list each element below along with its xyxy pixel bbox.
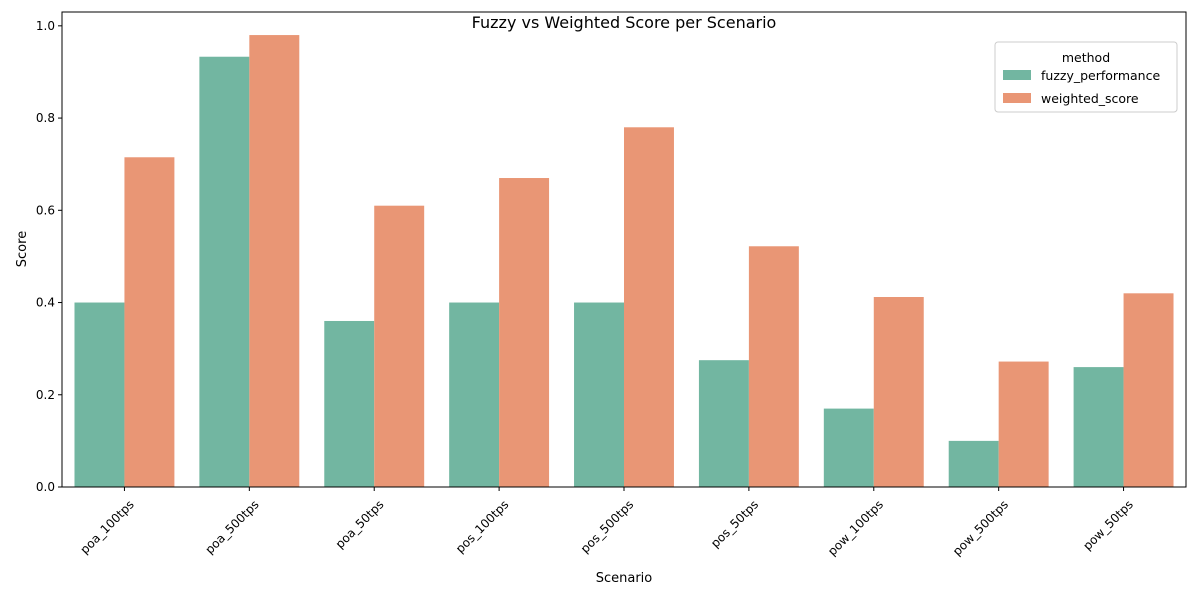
x-tick-label: pos_100tps <box>453 497 511 555</box>
x-axis-label: Scenario <box>596 571 653 586</box>
legend-label-weighted-score: weighted_score <box>1041 91 1139 106</box>
bar-weighted-score-pow-500tps <box>998 361 1049 487</box>
bar-fuzzy-performance-pow-500tps <box>948 440 999 487</box>
x-tick-label: pos_500tps <box>578 497 636 555</box>
x-tick-label: pow_100tps <box>825 497 886 558</box>
bar-weighted-score-pos-500tps <box>624 127 674 487</box>
y-tick-label: 0.4 <box>36 296 55 310</box>
legend-title: method <box>1062 50 1110 65</box>
y-tick-label: 1.0 <box>36 19 55 33</box>
bar-weighted-score-poa-50tps <box>374 205 425 487</box>
x-axis-ticks: poa_100tps poa_500tps poa_50tps pos_100tps p… <box>78 487 1136 558</box>
bar-fuzzy-performance-pow-50tps <box>1073 367 1124 487</box>
x-tick-label: poa_100tps <box>78 497 137 556</box>
legend-label-fuzzy-performance: fuzzy_performance <box>1041 68 1160 83</box>
bar-weighted-score-poa-100tps <box>124 157 175 487</box>
bar-weighted-score-poa-500tps <box>249 35 300 488</box>
legend-swatch-fuzzy-performance <box>1003 70 1031 80</box>
x-tick-label: pos_50tps <box>708 497 761 550</box>
chart-title: Fuzzy vs Weighted Score per Scenario <box>472 13 777 32</box>
y-tick-label: 0.0 <box>36 480 55 494</box>
y-tick-label: 0.2 <box>36 388 55 402</box>
bar-fuzzy-performance-pos-500tps <box>574 302 624 487</box>
y-axis-ticks: 0.0 0.2 0.4 0.6 0.8 1.0 <box>36 19 62 494</box>
y-tick-label: 0.8 <box>36 111 55 125</box>
bar-fuzzy-performance-poa-50tps <box>324 320 375 487</box>
y-tick-label: 0.6 <box>36 203 55 217</box>
bar-fuzzy-performance-poa-100tps <box>74 302 125 487</box>
x-tick-label: poa_500tps <box>202 497 261 556</box>
bar-fuzzy-performance-poa-500tps <box>199 56 250 487</box>
bar-fuzzy-performance-pos-50tps <box>698 360 749 487</box>
legend-box <box>994 41 1178 113</box>
y-axis-label: Score <box>15 231 30 267</box>
bar-fuzzy-performance-pow-100tps <box>823 408 874 487</box>
legend-swatch-weighted-score <box>1003 93 1031 103</box>
x-tick-label: pow_50tps <box>1080 497 1136 553</box>
x-tick-label: poa_50tps <box>333 497 387 551</box>
x-tick-label: pow_500tps <box>950 497 1011 558</box>
legend: method fuzzy_performance weighted_score <box>994 41 1178 113</box>
bar-weighted-score-pos-100tps <box>499 178 550 487</box>
bar-fuzzy-performance-pos-100tps <box>449 302 500 487</box>
bar-weighted-score-pow-50tps <box>1123 293 1174 487</box>
bar-weighted-score-pos-50tps <box>748 246 799 487</box>
plot-frame <box>61 11 1187 488</box>
bars-layer <box>74 35 1174 488</box>
bar-weighted-score-pow-100tps <box>873 297 924 487</box>
